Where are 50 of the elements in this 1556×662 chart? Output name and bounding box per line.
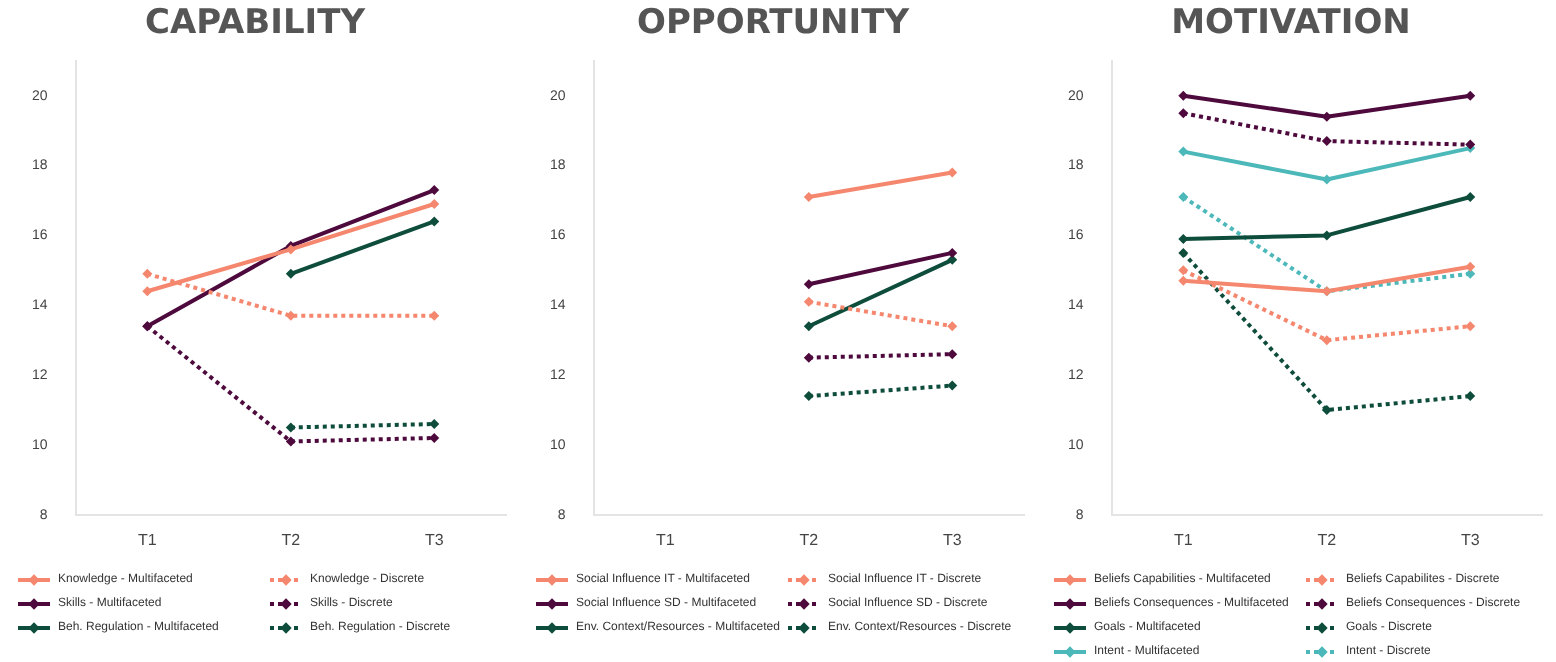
point (285, 268, 296, 279)
point (1465, 192, 1476, 202)
point (429, 216, 440, 227)
point (429, 419, 440, 429)
x-tick-label: T2 (281, 530, 302, 549)
x-tick-label: T1 (1173, 530, 1194, 549)
point (285, 436, 296, 447)
x-tick-label: T3 (424, 530, 445, 549)
x-tick-label: T2 (799, 530, 820, 549)
point (285, 422, 296, 433)
point (429, 310, 440, 321)
point (947, 247, 958, 258)
x-tick-label: T3 (1460, 530, 1481, 549)
point (429, 432, 440, 443)
chart-title: CAPABILITY (144, 3, 367, 44)
point (1465, 321, 1476, 332)
point (1178, 192, 1189, 202)
chart-title: MOTIVATION (1171, 3, 1411, 44)
point (803, 391, 814, 402)
point (1321, 136, 1332, 147)
point (1178, 247, 1189, 258)
point (803, 352, 814, 363)
chart-title: OPPORTUNITY (636, 3, 911, 44)
point (1465, 90, 1476, 101)
point (947, 349, 958, 360)
point (1321, 174, 1332, 185)
x-tick-label: T1 (655, 530, 676, 549)
point (1465, 391, 1476, 402)
point (947, 321, 958, 332)
point (803, 192, 814, 202)
point (1178, 108, 1189, 119)
point (1178, 146, 1189, 157)
point (1321, 405, 1332, 416)
x-tick-label: T1 (137, 530, 158, 549)
point (947, 380, 958, 391)
point (429, 198, 440, 209)
point (429, 185, 440, 196)
point (142, 286, 153, 297)
point (803, 321, 814, 332)
point (1321, 335, 1332, 346)
point (1465, 261, 1476, 272)
point (947, 167, 958, 178)
point (142, 268, 153, 279)
point (803, 296, 814, 307)
x-tick-label: T2 (1317, 530, 1338, 549)
point (1178, 265, 1189, 276)
x-tick-label: T3 (942, 530, 963, 549)
point (1178, 90, 1189, 101)
point (803, 279, 814, 290)
point (285, 310, 296, 321)
